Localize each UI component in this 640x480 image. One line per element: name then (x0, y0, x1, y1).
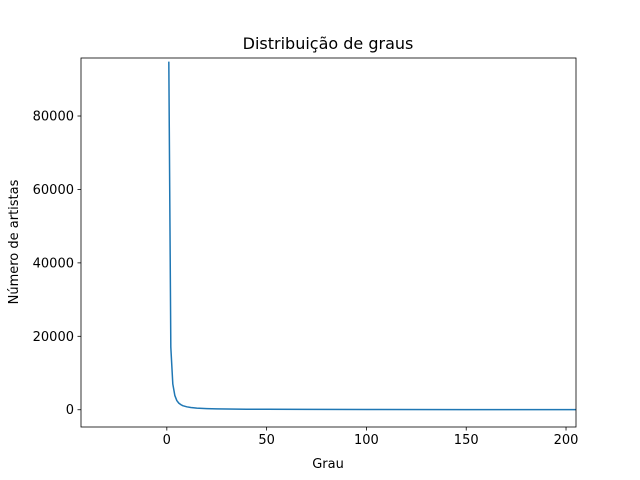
series-line-0 (168, 61, 576, 411)
y-tick-label: 0 (66, 403, 74, 418)
x-tick-label: 200 (554, 433, 579, 448)
y-axis-ticks: 0 20000 40000 60000 80000 (33, 110, 81, 418)
y-tick-label: 20000 (33, 330, 74, 345)
chart-title: Distribuição de graus (243, 34, 414, 53)
axes-frame (80, 57, 577, 428)
x-tick-label: 50 (258, 433, 275, 448)
y-tick-label: 60000 (33, 183, 74, 198)
y-tick-label: 80000 (33, 110, 74, 125)
plot-area (80, 57, 577, 428)
y-axis-label: Número de artistas (7, 179, 22, 304)
x-axis-ticks: 0 50 100 150 200 (163, 427, 579, 448)
x-tick-label: 100 (354, 433, 379, 448)
x-tick-label: 150 (454, 433, 479, 448)
x-tick-label: 0 (163, 433, 171, 448)
y-tick-label: 40000 (33, 256, 74, 271)
x-axis-label: Grau (312, 457, 344, 472)
